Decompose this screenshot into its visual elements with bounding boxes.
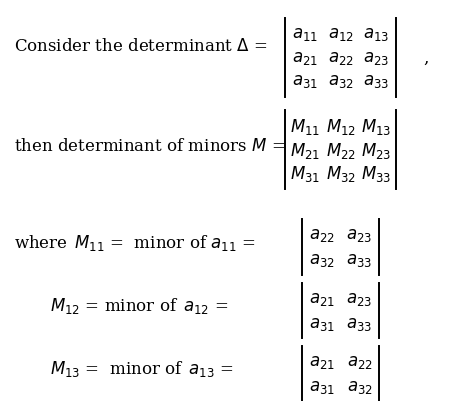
Text: $M_{21}$: $M_{21}$ xyxy=(290,140,320,160)
Text: $a_{12}$: $a_{12}$ xyxy=(328,26,353,43)
Text: $a_{22}$: $a_{22}$ xyxy=(347,353,372,370)
Text: $M_{13}$ =  minor of $\,a_{13}$ =: $M_{13}$ = minor of $\,a_{13}$ = xyxy=(50,358,233,378)
Text: $a_{23}$: $a_{23}$ xyxy=(346,227,373,243)
Text: $a_{23}$: $a_{23}$ xyxy=(363,50,389,67)
Text: $M_{12}$: $M_{12}$ xyxy=(325,117,356,137)
Text: $a_{22}$: $a_{22}$ xyxy=(328,50,353,67)
Text: $M_{11}$: $M_{11}$ xyxy=(290,117,320,137)
Text: $a_{31}$: $a_{31}$ xyxy=(309,378,334,395)
Text: $a_{13}$: $a_{13}$ xyxy=(363,26,389,43)
Text: $a_{33}$: $a_{33}$ xyxy=(346,251,373,268)
Text: $M_{31}$: $M_{31}$ xyxy=(290,164,320,184)
Text: $a_{11}$: $a_{11}$ xyxy=(292,26,318,43)
Text: $a_{22}$: $a_{22}$ xyxy=(309,227,334,243)
Text: $a_{32}$: $a_{32}$ xyxy=(328,73,353,90)
Text: ,: , xyxy=(423,50,429,67)
Text: $a_{32}$: $a_{32}$ xyxy=(347,378,372,395)
Text: $M_{32}$: $M_{32}$ xyxy=(325,164,356,184)
Text: $M_{12}$ = minor of $\,a_{12}$ =: $M_{12}$ = minor of $\,a_{12}$ = xyxy=(50,295,228,315)
Text: $a_{23}$: $a_{23}$ xyxy=(346,290,373,307)
Text: Consider the determinant $\Delta$ =: Consider the determinant $\Delta$ = xyxy=(14,38,268,55)
Text: then determinant of minors $M$ =: then determinant of minors $M$ = xyxy=(14,138,286,155)
Text: $a_{33}$: $a_{33}$ xyxy=(346,315,373,332)
Text: $a_{21}$: $a_{21}$ xyxy=(309,353,334,370)
Text: $M_{22}$: $M_{22}$ xyxy=(325,140,356,160)
Text: $M_{33}$: $M_{33}$ xyxy=(361,164,391,184)
Text: where $\,M_{11}$ =  minor of $a_{11}$ =: where $\,M_{11}$ = minor of $a_{11}$ = xyxy=(14,233,255,253)
Text: $a_{21}$: $a_{21}$ xyxy=(309,290,334,307)
Text: $M_{23}$: $M_{23}$ xyxy=(361,140,391,160)
Text: $M_{13}$: $M_{13}$ xyxy=(361,117,391,137)
Text: $a_{31}$: $a_{31}$ xyxy=(309,315,334,332)
Text: $a_{21}$: $a_{21}$ xyxy=(292,50,318,67)
Text: $a_{32}$: $a_{32}$ xyxy=(309,251,334,268)
Text: $a_{31}$: $a_{31}$ xyxy=(292,73,318,90)
Text: $a_{33}$: $a_{33}$ xyxy=(363,73,389,90)
